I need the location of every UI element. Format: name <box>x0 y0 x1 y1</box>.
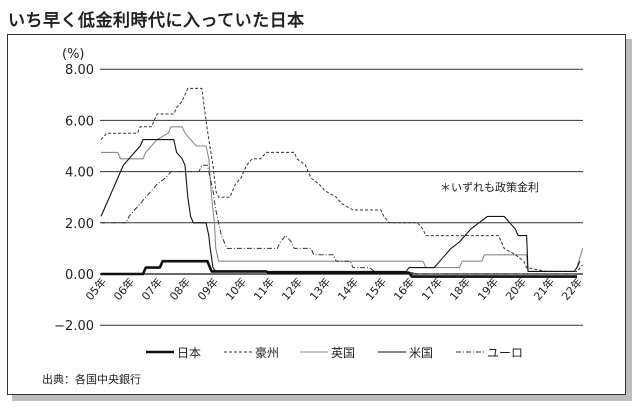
y-tick-label: 8.00 <box>65 63 94 78</box>
x-tick-label: 10年 <box>223 275 250 303</box>
series-line-英国 <box>101 126 584 272</box>
legend-label: ユーロ <box>487 346 523 360</box>
chart-frame <box>7 34 626 395</box>
x-tick-label: 09年 <box>195 275 222 303</box>
x-tick-label: 18年 <box>447 275 474 303</box>
y-tick-label: 4.00 <box>65 166 94 181</box>
y-tick-label: 0.00 <box>65 268 94 283</box>
x-tick-label: 17年 <box>419 275 446 303</box>
x-tick-label: 13年 <box>307 275 334 303</box>
x-tick-label: 20年 <box>503 275 530 303</box>
policy-rate-note: ＊いずれも政策金利 <box>440 180 539 194</box>
legend: 日本 豪州 英国 米国 ユーロ <box>146 345 523 360</box>
y-axis-labels: 8.00 6.00 4.00 2.00 0.00 −2.00 <box>54 63 94 334</box>
y-axis-unit: (%) <box>62 47 85 62</box>
x-tick-label: 08年 <box>167 275 194 303</box>
x-tick-label: 14年 <box>335 275 362 303</box>
x-tick-label: 19年 <box>475 275 502 303</box>
x-tick-label: 12年 <box>279 275 306 303</box>
y-tick-label: 6.00 <box>65 114 94 129</box>
legend-label: 米国 <box>409 346 433 360</box>
chart-title: いち早く低金利時代に入っていた日本 <box>8 11 305 31</box>
series-lines <box>100 87 584 278</box>
x-tick-label: 16年 <box>391 275 418 303</box>
source-note: 出典：各国中央銀行 <box>42 372 141 386</box>
y-tick-label: −2.00 <box>54 319 94 334</box>
series-line-豪州 <box>100 87 583 272</box>
legend-label: 豪州 <box>255 345 279 360</box>
x-tick-label: 07年 <box>139 275 166 303</box>
x-tick-label: 06年 <box>111 275 138 303</box>
x-tick-label: 22年 <box>559 275 586 303</box>
x-tick-label: 15年 <box>363 275 390 303</box>
x-axis-labels: 05年 06年 07年 08年 09年 10年 11年 12年 13年 14年 15年 16年 17年 1… <box>83 275 586 303</box>
x-tick-label: 11年 <box>251 275 278 303</box>
series-line-日本 <box>101 259 577 278</box>
legend-label: 英国 <box>331 346 355 360</box>
x-tick-label: 21年 <box>531 275 558 303</box>
y-tick-label: 2.00 <box>65 217 94 232</box>
series-line-米国 <box>100 139 581 272</box>
legend-label: 日本 <box>177 346 201 360</box>
series-line-ユーロ <box>101 164 577 275</box>
